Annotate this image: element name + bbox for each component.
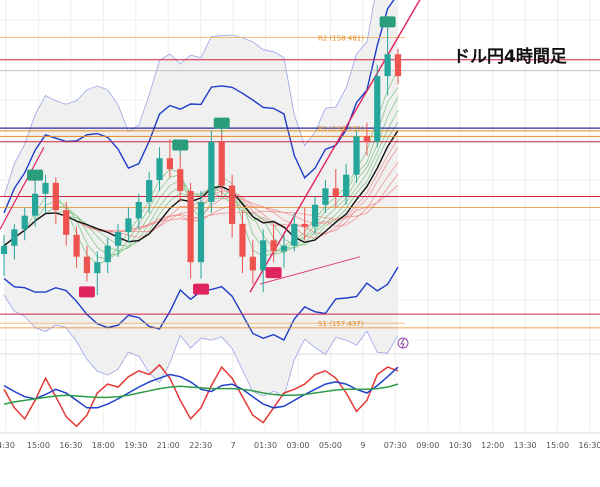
candle-body [249,256,256,271]
x-tick-label: 9 [360,441,365,450]
candle-body [42,182,49,194]
candle-body [114,232,122,246]
trend-line [249,0,421,293]
buy-signal-marker [78,286,95,298]
buy-signal-marker [265,267,282,279]
x-tick-label: 19:30 [124,441,147,450]
band-outer-lower [3,294,399,398]
flash-icon-bolt [400,338,405,349]
flash-icon-ring [397,337,409,349]
x-tick-label: 15:00 [546,441,569,450]
x-tick-label: 4:30 [0,441,15,450]
candle-body [343,174,350,197]
oscillator-line [3,383,399,405]
candle-body [166,158,174,170]
candle-body [301,223,308,227]
candle-body [73,234,80,257]
candle-body [21,215,28,230]
candle-body [239,223,246,257]
candle-body [353,136,360,175]
x-tick-label: 01:30 [254,441,277,450]
x-axis-ticks: 4:30 15:00 16:30 18:00 19:30 21:00 22:30 7 01:30… [0,441,600,450]
candle-body [311,204,319,227]
oscillator-panel [3,363,399,428]
candles [0,32,402,296]
candle-body [228,185,236,224]
chart-title: ドル円4時間足 [453,47,567,67]
candle-body [374,76,381,142]
flash-icon [397,337,409,349]
x-tick-label: 13:30 [514,441,537,450]
candle-body [156,158,163,181]
buy-signal-marker [193,283,209,295]
candle-body [94,262,101,274]
candle-body [322,188,329,205]
candle-body [197,201,205,263]
candle-body [146,180,153,202]
candle-body [11,229,18,246]
candle-body [384,54,391,77]
candle-body [332,188,339,197]
x-tick-label: 07:30 [384,441,407,450]
x-tick-label: 21:00 [157,441,180,450]
x-tick-label: 05:00 [319,441,342,450]
x-tick-label: 7 [231,441,236,450]
pivot-levels: R2 (158.481) R1 (158.151) S1 (157.437) [0,0,600,329]
x-tick-label: 12:00 [481,441,504,450]
candle-body [31,193,39,216]
candle-body [83,256,91,274]
candle-body [394,54,402,77]
candle-body [187,191,194,263]
candle-body [291,223,298,246]
level-label: S1 (157.437) [318,320,364,328]
candle-body [270,240,277,252]
candle-body [208,141,215,202]
oscillator-line [3,363,399,428]
sell-signal-marker [172,139,189,151]
x-tick-label: 09:00 [416,441,439,450]
x-tick-label: 22:30 [189,441,212,450]
sell-signal-marker [27,169,44,181]
level-label: R2 (158.481) [318,35,364,43]
x-tick-label: 18:00 [92,441,115,450]
candle-body [135,201,142,219]
candle-body [218,141,225,186]
signal-markers [27,16,396,298]
candle-body [280,245,288,252]
candle-body [125,218,132,233]
candle-body [52,182,59,211]
level-label: R1 (158.151) [318,125,364,133]
candle-body [260,240,267,271]
candle-body [0,245,8,254]
trend-line [0,146,45,230]
band-outer-upper [3,0,375,197]
trend-line [259,256,361,285]
x-tick-label: 15:00 [27,441,50,450]
candle-body [63,210,70,235]
candle-body [104,245,111,263]
candle-body [177,169,184,192]
x-tick-label: 10:30 [449,441,472,450]
sell-signal-marker [213,117,230,129]
x-tick-label: 16:30 [59,441,82,450]
x-tick-label: 03:00 [286,441,309,450]
candle-body [363,136,371,142]
sell-signal-marker [379,16,396,28]
x-tick-label: 16:30 [578,441,600,450]
